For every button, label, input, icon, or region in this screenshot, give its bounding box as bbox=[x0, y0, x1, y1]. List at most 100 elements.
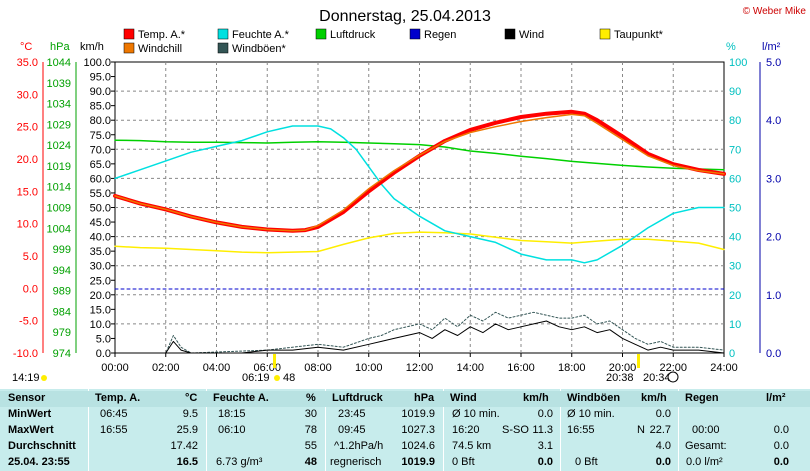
moonset-time-label: 20:34 bbox=[643, 372, 671, 384]
x-tick-label: 18:00 bbox=[558, 362, 586, 374]
legend-label: Regen bbox=[424, 29, 456, 41]
y-tick-label-wind: 75.0 bbox=[90, 130, 111, 142]
x-tick-label: 14:00 bbox=[456, 362, 484, 374]
y-tick-label-wind: 70.0 bbox=[90, 144, 111, 156]
legend-swatch bbox=[599, 28, 611, 40]
stats-max-rain-a: 00:00 bbox=[692, 424, 720, 436]
stats-avg-rain-b: 0.0 bbox=[773, 440, 789, 452]
y-tick-label-wind: 5.0 bbox=[96, 333, 111, 345]
data-series bbox=[113, 109, 726, 354]
stats-now-row: 25.04. 23:55 16.5 6.73 g/m³ 48 regnerisc… bbox=[0, 455, 810, 471]
y-tick-label-wind: 30.0 bbox=[90, 261, 111, 273]
wind-unit-label: km/h bbox=[80, 41, 104, 53]
series-line-windb-en bbox=[114, 311, 725, 354]
series-line-luftdruck bbox=[114, 139, 725, 171]
y-tick-label-pressure: 999 bbox=[53, 244, 71, 256]
stats-min-press-val: 1019.9 bbox=[401, 408, 435, 420]
stats-now-wind-b: 0.0 bbox=[537, 456, 553, 468]
stats-now-press-val: 1019.9 bbox=[401, 456, 435, 468]
y-tick-label-pressure: 1019 bbox=[47, 161, 71, 173]
pressure-unit-label: hPa bbox=[50, 41, 70, 53]
axis-units: °C hPa km/h % l/m² bbox=[20, 41, 781, 53]
stats-min-temp-val: 9.5 bbox=[182, 408, 198, 420]
stats-max-hum-time: 06:10 bbox=[218, 424, 246, 436]
y-tick-label-temp: 25.0 bbox=[17, 122, 38, 134]
stats-max-wind-b: 11.3 bbox=[532, 424, 553, 436]
stats-max-gust-a: 16:55 bbox=[567, 424, 595, 436]
y-tick-label-pressure: 989 bbox=[53, 286, 71, 298]
grid-lines bbox=[115, 62, 724, 353]
legend-swatch bbox=[217, 28, 229, 40]
stats-max-wind-a: 16:20 bbox=[452, 424, 480, 436]
legend-label: Temp. A.* bbox=[138, 29, 186, 41]
y-tick-label-humidity: 20 bbox=[729, 290, 741, 302]
stats-min-wind-b: 0.0 bbox=[537, 408, 553, 420]
legend-label: Feuchte A.* bbox=[232, 29, 290, 41]
y-tick-label-temp: 15.0 bbox=[17, 186, 38, 198]
humidity-unit-label: % bbox=[726, 41, 736, 53]
stats-now-hum-a: 6.73 g/m³ bbox=[216, 456, 263, 468]
y-tick-label-wind: 90.0 bbox=[90, 86, 111, 98]
stats-avg-wind-a: 74.5 km bbox=[452, 440, 492, 452]
x-tick-label: 16:00 bbox=[507, 362, 535, 374]
x-tick-label: 02:00 bbox=[152, 362, 180, 374]
y-tick-label-rain: 1.0 bbox=[766, 290, 781, 302]
stats-temp-header: Temp. A. bbox=[95, 392, 141, 404]
x-axis-ticks: 00:00 02:00 04:00 06:00 08:00 10:00 12:00 14:00… bbox=[101, 353, 738, 374]
y-tick-label-humidity: 40 bbox=[729, 232, 741, 244]
legend-swatch bbox=[409, 28, 421, 40]
stats-min-press-time: 23:45 bbox=[338, 408, 366, 420]
stats-avg-press-val: 1024.6 bbox=[401, 440, 435, 452]
legend-swatch bbox=[217, 42, 229, 54]
sunrise-minute-label: 48 bbox=[283, 372, 295, 384]
sun-icon bbox=[41, 375, 47, 381]
y-tick-label-humidity: 80 bbox=[729, 115, 741, 127]
stats-avg-wind-b: 3.1 bbox=[537, 440, 553, 452]
stats-max-temp-time: 16:55 bbox=[100, 424, 128, 436]
stats-now-rain-a: 0.0 l/m² bbox=[686, 456, 723, 468]
legend-label: Windböen* bbox=[232, 43, 287, 55]
stats-now-hum-val: 48 bbox=[304, 456, 317, 468]
x-tick-label: 24:00 bbox=[710, 362, 738, 374]
x-tick-label: 20:00 bbox=[609, 362, 637, 374]
stats-min-wind-a: Ø 10 min. bbox=[452, 408, 500, 420]
y-tick-label-temp: 35.0 bbox=[17, 57, 38, 69]
y-tick-label-pressure: 1024 bbox=[47, 140, 71, 152]
sunset-marker bbox=[637, 354, 640, 368]
legend-swatch bbox=[504, 28, 516, 40]
legend-swatch bbox=[123, 42, 135, 54]
y-tick-label-wind: 85.0 bbox=[90, 101, 111, 113]
stats-hum-header: Feuchte A. bbox=[213, 392, 269, 404]
y-tick-label-temp: -5.0 bbox=[19, 316, 38, 328]
stats-max-rain-b: 0.0 bbox=[773, 424, 789, 436]
y-tick-label-wind: 15.0 bbox=[90, 304, 111, 316]
y-tick-label-pressure: 1029 bbox=[47, 119, 71, 131]
y-tick-label-wind: 100.0 bbox=[83, 57, 111, 69]
stats-temp-unit: °C bbox=[185, 392, 198, 404]
y-tick-label-pressure: 1009 bbox=[47, 203, 71, 215]
y-tick-label-pressure: 994 bbox=[53, 265, 71, 277]
time-marks: 14:19 06:19 48 20:38 20:34 bbox=[12, 354, 679, 384]
stats-header-row: Sensor Temp. A. °C Feuchte A. % Luftdruc… bbox=[0, 391, 810, 407]
stats-max-temp-val: 25.9 bbox=[176, 424, 198, 436]
legend-label: Taupunkt* bbox=[614, 29, 664, 41]
y-tick-label-humidity: 10 bbox=[729, 319, 741, 331]
stats-press-unit: hPa bbox=[414, 392, 435, 404]
moon-phase-icon bbox=[667, 371, 679, 383]
y-tick-label-temp: 20.0 bbox=[17, 154, 38, 166]
stats-min-gust-a: Ø 10 min. bbox=[567, 408, 615, 420]
chart-title: Donnerstag, 25.04.2013 bbox=[319, 8, 491, 25]
x-tick-label: 04:00 bbox=[203, 362, 231, 374]
sunset-time-label: 20:38 bbox=[606, 372, 634, 384]
stats-max-press-time: 09:45 bbox=[338, 424, 366, 436]
credit-text: © Weber Mike bbox=[743, 6, 807, 17]
y-tick-label-pressure: 984 bbox=[53, 306, 71, 318]
stats-avg-temp-val: 17.42 bbox=[170, 440, 198, 452]
y-tick-label-pressure: 1034 bbox=[47, 99, 71, 111]
stats-now-gust-a: 0 Bft bbox=[575, 456, 598, 468]
stats-rain-header: Regen bbox=[685, 392, 719, 404]
x-tick-label: 00:00 bbox=[101, 362, 129, 374]
y-tick-label-temp: 5.0 bbox=[23, 251, 38, 263]
legend-swatch bbox=[315, 28, 327, 40]
y-tick-label-temp: 30.0 bbox=[17, 89, 38, 101]
